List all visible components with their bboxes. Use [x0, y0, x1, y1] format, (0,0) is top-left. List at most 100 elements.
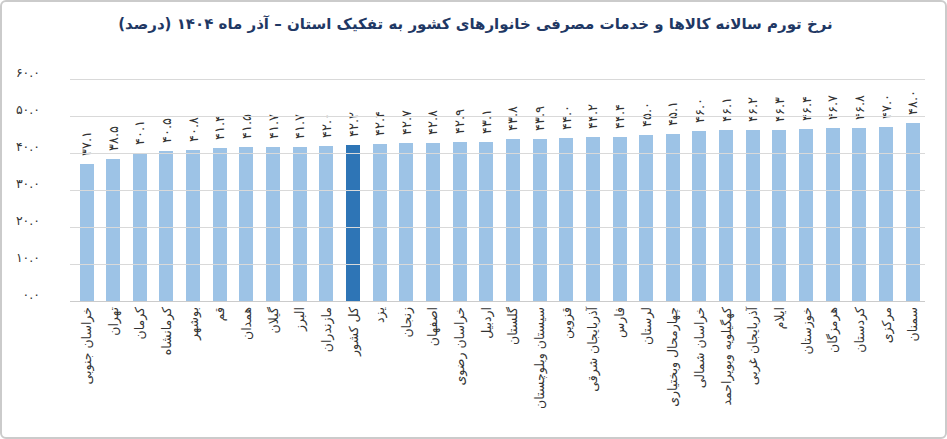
x-axis-label: کهگیلویه وبویراحمد: [720, 307, 733, 439]
bar-value-label: ۴۷.۰: [880, 49, 893, 119]
x-axis-label: همدان: [240, 307, 253, 439]
bar: [826, 128, 840, 301]
bar: [506, 139, 520, 301]
bar: [106, 159, 120, 301]
bar: [399, 143, 413, 301]
bar-value-label: ۴۱.۴: [213, 70, 226, 140]
y-axis-label: ۳۰.۰: [0, 177, 40, 191]
bar-value-label: ۴۴.۴: [613, 59, 626, 129]
x-axis-label: مرکزی: [880, 307, 893, 439]
bar-value-label: ۴۶.۲: [746, 52, 759, 122]
bar: [639, 135, 653, 302]
bar: [746, 130, 760, 301]
bar-value-label: ۴۴.۲: [586, 59, 599, 129]
bar-value-label: ۴۳.۸: [506, 61, 519, 131]
bar: [266, 147, 280, 301]
bar-value-label: ۳۷.۱: [80, 86, 93, 156]
gridline: [70, 227, 925, 228]
bar: [213, 148, 227, 301]
bar-value-label: ۴۰.۵: [160, 73, 173, 143]
x-axis-label: خوزستان: [800, 307, 813, 439]
bar: [772, 130, 786, 301]
x-axis-label: چهارمحال وبختیاری: [666, 307, 679, 439]
bar: [479, 142, 493, 301]
gridline: [70, 153, 925, 154]
bar-value-label: ۴۰.۱: [133, 75, 146, 145]
x-axis-label: البرز: [293, 307, 306, 439]
x-axis-label: خراسان رضوی: [453, 307, 466, 439]
bar: [613, 137, 627, 301]
bar: [906, 123, 920, 301]
bar-value-label: ۴۶.۰: [693, 53, 706, 123]
gridline: [70, 79, 925, 80]
x-axis-label: سیستان وبلوچستان: [533, 307, 546, 439]
x-axis-label: هرمزگان: [826, 307, 839, 439]
bar-highlight: [346, 145, 360, 301]
bar: [799, 129, 813, 301]
bar-value-label: ۴۲.۹: [453, 64, 466, 134]
bar: [666, 134, 680, 301]
x-axis-line: [70, 301, 925, 302]
bar: [533, 139, 547, 301]
x-axis-label: کرمانشاه: [160, 307, 173, 439]
bar-value-label: ۴۲.۸: [426, 65, 439, 135]
bar: [80, 164, 94, 301]
x-axis-label: یزد: [373, 307, 386, 439]
x-axis-label: زنجان: [400, 307, 413, 439]
gridline: [70, 190, 925, 191]
x-axis-label: اصفهان: [426, 307, 439, 439]
x-axis-label: قم: [213, 307, 226, 439]
x-axis-label: بوشهر: [187, 307, 200, 439]
bar-value-label: ۴۶.۷: [826, 50, 839, 120]
bar: [319, 146, 333, 301]
bar: [586, 137, 600, 301]
y-axis-label: ۴۰.۰: [0, 140, 40, 154]
bar-value-label: ۴۶.۳: [773, 52, 786, 122]
x-axis-label: ایلام: [773, 307, 786, 439]
gridline: [70, 116, 925, 117]
bar-value-label: ۴۸.۰: [906, 45, 919, 115]
bar-value-label: ۴۳.۱: [480, 64, 493, 134]
x-axis-label: آذربایجان شرقی: [586, 307, 599, 439]
y-axis-label: ۲۰.۰: [0, 214, 40, 228]
x-axis-label: قزوین: [560, 307, 573, 439]
bar-value-label: ۴۰.۸: [187, 72, 200, 142]
x-axis-label: گلستان: [506, 307, 519, 439]
x-axis-label: سمنان: [906, 307, 919, 439]
bar-value-label: ۴۶.۸: [853, 50, 866, 120]
bar: [293, 147, 307, 301]
x-axis-label: کردستان: [853, 307, 866, 439]
bar: [453, 142, 467, 301]
bar: [719, 130, 733, 301]
bar: [186, 150, 200, 301]
y-axis-label: ۶۰.۰: [0, 66, 40, 80]
y-axis-label: ۱۰.۰: [0, 251, 40, 265]
bar-value-label: ۴۲.۴: [373, 66, 386, 136]
bar-value-label: ۴۶.۱: [720, 52, 733, 122]
x-axis-label: اردبیل: [480, 307, 493, 439]
chart-frame: نرخ تورم سالانه کالاها و خدمات مصرفی خان…: [0, 0, 947, 439]
x-axis-label: کل کشور: [347, 307, 360, 439]
bar: [239, 147, 253, 301]
bar: [373, 144, 387, 301]
bar-value-label: ۴۳.۹: [533, 61, 546, 131]
x-axis-label: گیلان: [267, 307, 280, 439]
bar: [559, 138, 573, 301]
bar-value-label: ۴۴.۰: [560, 60, 573, 130]
x-axis-label: خراسان جنوبی: [80, 307, 93, 439]
bar-value-label: ۴۶.۴: [800, 51, 813, 121]
x-axis-label: فارس: [613, 307, 626, 439]
bar: [692, 131, 706, 301]
gridline: [70, 264, 925, 265]
x-axis-label: کرمان: [133, 307, 146, 439]
bar-value-label: ۴۲.۷: [400, 65, 413, 135]
x-axis-label: آذربایجان غربی: [746, 307, 759, 439]
x-axis-label: مازندران: [320, 307, 333, 439]
bar: [426, 143, 440, 301]
x-axis-label: خراسان شمالی: [693, 307, 706, 439]
bar-value-label: ۴۲.۲: [347, 67, 360, 137]
x-axis-label: لرستان: [640, 307, 653, 439]
y-axis-label: ۰.۰: [0, 288, 40, 302]
x-axis-label: تهران: [107, 307, 120, 439]
chart-title: نرخ تورم سالانه کالاها و خدمات مصرفی خان…: [2, 15, 947, 33]
